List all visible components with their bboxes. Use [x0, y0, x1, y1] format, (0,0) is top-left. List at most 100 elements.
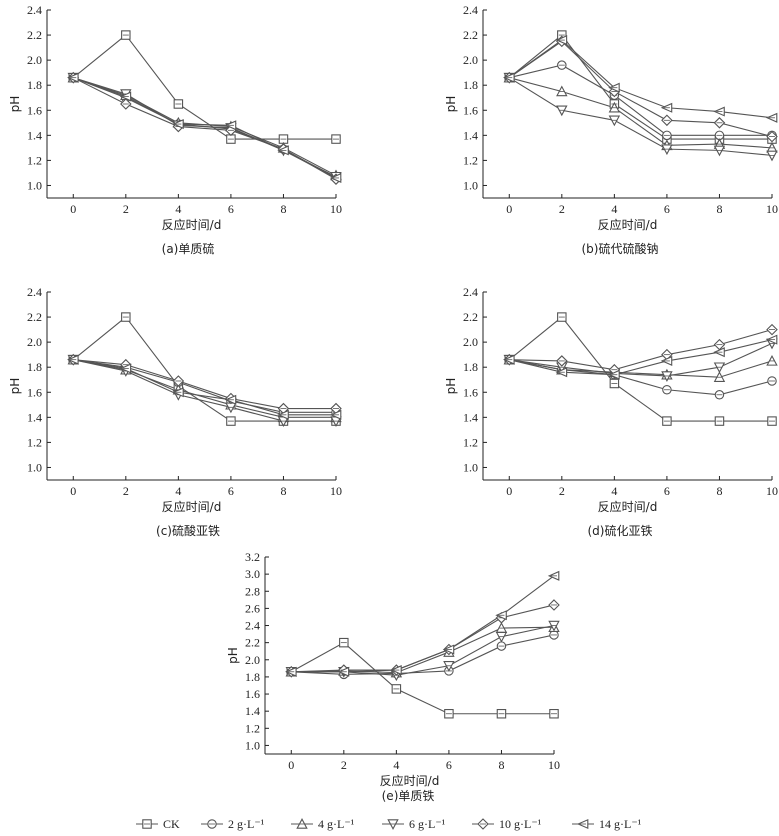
- x-tick-label: 10: [548, 758, 560, 772]
- y-tick-label: 2.6: [245, 601, 260, 615]
- series-line: [291, 604, 555, 673]
- y-tick-label: 1.0: [245, 738, 260, 752]
- y-tick-label: 1.0: [463, 460, 478, 474]
- x-tick-label: 6: [446, 758, 452, 772]
- chart-panel: 1.0 1.2 1.4 1.6 1.8 2.0 2.2 2.4 0 2 4 6 8 10 反应时间/d pH (…: [444, 285, 778, 538]
- series-line: [291, 626, 555, 674]
- x-tick-label: 4: [175, 202, 181, 216]
- series-line: [508, 34, 772, 140]
- x-tick-label: 2: [559, 484, 565, 498]
- y-tick-label: 1.0: [463, 178, 478, 192]
- legend-item: 6 g·L⁻¹: [382, 817, 446, 831]
- y-tick-label: 2.2: [27, 310, 42, 324]
- x-tick-label: 4: [611, 202, 617, 216]
- y-tick-label: 3.0: [245, 567, 260, 581]
- y-tick-label: 1.4: [245, 704, 260, 718]
- x-tick-label: 8: [280, 202, 286, 216]
- x-tick-label: 10: [330, 484, 342, 498]
- series-line: [72, 34, 336, 140]
- x-tick-label: 6: [228, 484, 234, 498]
- y-tick-label: 1.2: [245, 721, 260, 735]
- series-line: [508, 77, 773, 156]
- series-line: [291, 641, 554, 715]
- y-tick-label: 2.4: [27, 3, 42, 17]
- panel-caption: (a)单质硫: [162, 241, 215, 256]
- y-tick-label: 1.8: [27, 360, 42, 374]
- y-tick-label: 1.6: [27, 385, 42, 399]
- x-axis-title: 反应时间/d: [598, 499, 658, 514]
- panel-caption: (c)硫酸亚铁: [156, 523, 220, 538]
- series-line: [508, 39, 773, 119]
- legend-item: 2 g·L⁻¹: [201, 817, 265, 831]
- x-axis-title: 反应时间/d: [162, 499, 222, 514]
- x-tick-label: 10: [766, 202, 778, 216]
- x-tick-label: 8: [498, 758, 504, 772]
- chart-panel: 1.0 1.2 1.4 1.6 1.8 2.0 2.2 2.4 0 2 4 6 8 10 反应时间/d pH (…: [8, 285, 342, 538]
- series-line: [73, 359, 336, 410]
- x-axis-title: 反应时间/d: [380, 773, 440, 788]
- y-tick-label: 1.8: [27, 78, 42, 92]
- series-line: [73, 77, 337, 179]
- y-tick-label: 1.8: [463, 78, 478, 92]
- y-tick-label: 1.4: [27, 410, 42, 424]
- y-tick-label: 1.2: [463, 153, 478, 167]
- y-tick-label: 1.0: [27, 460, 42, 474]
- series-line: [509, 64, 772, 136]
- y-tick-label: 2.0: [27, 53, 42, 67]
- y-tick-label: 2.4: [27, 285, 42, 299]
- y-tick-label: 1.2: [27, 153, 42, 167]
- legend-item: 4 g·L⁻¹: [291, 817, 355, 831]
- x-tick-label: 8: [280, 484, 286, 498]
- series-line: [73, 359, 336, 418]
- x-tick-label: 10: [330, 202, 342, 216]
- y-tick-label: 1.8: [245, 670, 260, 684]
- series-line: [508, 40, 773, 138]
- series-line: [508, 316, 772, 422]
- x-tick-label: 10: [766, 484, 778, 498]
- x-tick-label: 6: [664, 484, 670, 498]
- x-tick-label: 6: [664, 202, 670, 216]
- x-tick-label: 0: [506, 202, 512, 216]
- series-line: [291, 634, 555, 675]
- y-tick-label: 2.2: [27, 28, 42, 42]
- y-tick-label: 2.4: [463, 3, 478, 17]
- x-tick-label: 2: [559, 202, 565, 216]
- y-tick-label: 2.2: [463, 28, 478, 42]
- legend-item: 10 g·L⁻¹: [472, 817, 542, 831]
- y-axis-title: pH: [444, 96, 458, 113]
- chart-panel: 1.0 1.2 1.4 1.6 1.8 2.0 2.2 2.4 2.6 2.8 3.0 3.2 0 2 4 6…: [226, 550, 560, 803]
- y-tick-label: 2.2: [463, 310, 478, 324]
- series-line: [73, 77, 337, 179]
- legend-item: CK: [136, 817, 180, 831]
- y-tick-label: 2.2: [245, 636, 260, 650]
- y-tick-label: 1.4: [463, 410, 478, 424]
- series-line: [509, 77, 773, 149]
- x-tick-label: 0: [288, 758, 294, 772]
- series-line: [509, 329, 773, 371]
- y-tick-label: 1.4: [27, 128, 42, 142]
- series-line: [72, 316, 336, 422]
- x-axis-title: 反应时间/d: [162, 217, 222, 232]
- y-tick-label: 2.8: [245, 584, 260, 598]
- legend-label: 10 g·L⁻¹: [499, 817, 542, 831]
- y-tick-label: 1.6: [463, 385, 478, 399]
- x-tick-label: 4: [393, 758, 399, 772]
- legend-label: 6 g·L⁻¹: [409, 817, 446, 831]
- y-tick-label: 1.2: [27, 435, 42, 449]
- y-tick-label: 2.0: [27, 335, 42, 349]
- x-tick-label: 2: [123, 484, 129, 498]
- x-tick-label: 2: [341, 758, 347, 772]
- y-tick-label: 2.0: [245, 653, 260, 667]
- legend-label: CK: [163, 817, 180, 831]
- y-tick-label: 2.4: [463, 285, 478, 299]
- y-tick-label: 3.2: [245, 550, 260, 564]
- x-axis-title: 反应时间/d: [598, 217, 658, 232]
- panel-caption: (e)单质铁: [382, 789, 435, 803]
- y-tick-label: 2.0: [463, 335, 478, 349]
- legend-label: 14 g·L⁻¹: [599, 817, 642, 831]
- x-tick-label: 0: [506, 484, 512, 498]
- y-tick-label: 1.6: [27, 103, 42, 117]
- chart-panel: 1.0 1.2 1.4 1.6 1.8 2.0 2.2 2.4 0 2 4 6 8 10 反应时间/d pH (…: [444, 3, 778, 256]
- y-tick-label: 1.4: [463, 128, 478, 142]
